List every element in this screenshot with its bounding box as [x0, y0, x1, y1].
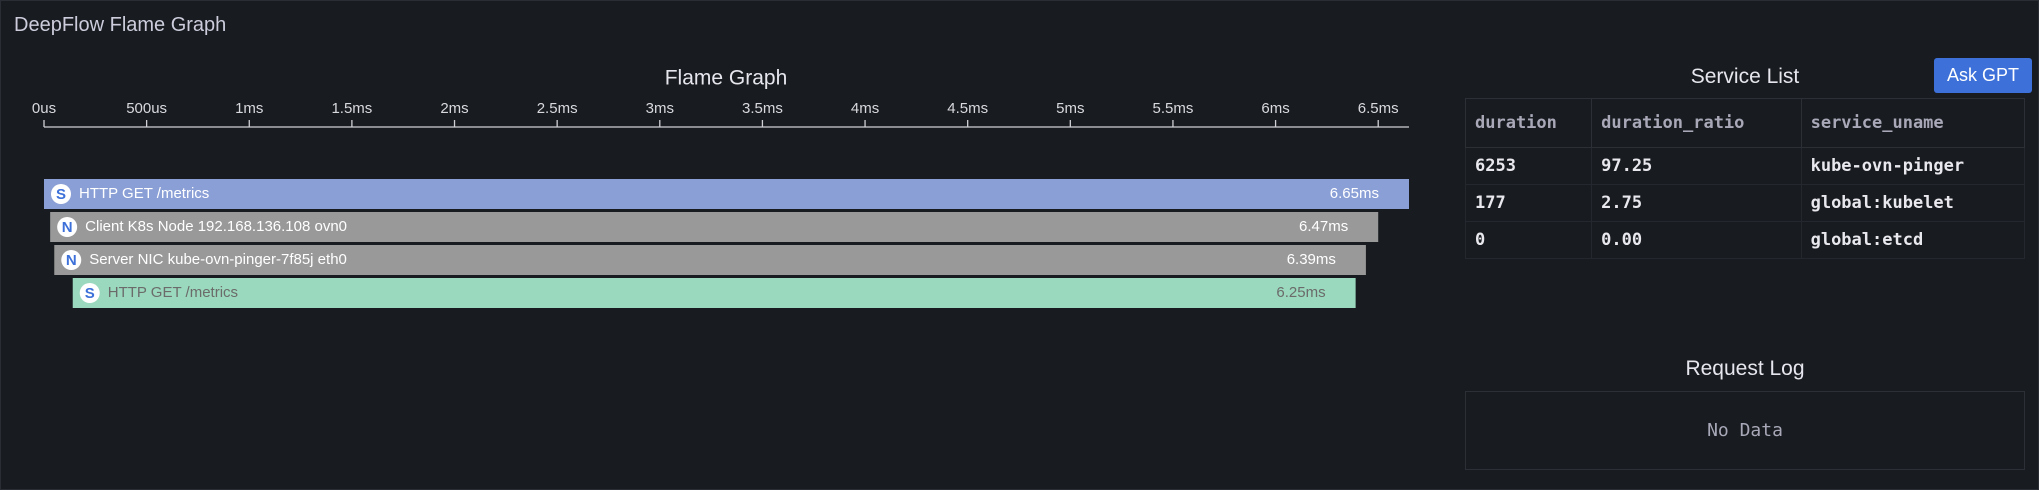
- table-cell: 97.25: [1591, 147, 1802, 185]
- x-tick-label: 3ms: [646, 100, 674, 117]
- span-icon-bg: [61, 250, 82, 270]
- table-cell: kube-ovn-pinger: [1800, 147, 2026, 185]
- span-label: Client K8s Node 192.168.136.108 ovn0: [85, 218, 347, 235]
- table-cell: global:kubelet: [1800, 184, 2026, 222]
- span-label: Server NIC kube-ovn-pinger-7f85j eth0: [89, 251, 347, 268]
- span-duration: 6.65ms: [1330, 185, 1379, 202]
- table-cell: 6253: [1464, 147, 1593, 185]
- table-cell: 0: [1464, 221, 1593, 259]
- span-bar: [50, 212, 1379, 242]
- span-label: HTTP GET /metrics: [79, 185, 209, 202]
- x-tick-label: 500us: [126, 100, 167, 117]
- table-cell: 177: [1464, 184, 1593, 222]
- x-tick-label: 2ms: [440, 100, 468, 117]
- span-duration: 6.39ms: [1287, 251, 1336, 268]
- span-bar: [44, 179, 1409, 209]
- x-tick-label: 6ms: [1261, 100, 1289, 117]
- span-bar: [54, 245, 1366, 275]
- span-icon-bg: [79, 283, 100, 303]
- x-tick-label: 6.5ms: [1358, 100, 1399, 117]
- span-icon: S: [56, 186, 66, 203]
- x-tick-label: 0us: [32, 100, 56, 117]
- request-log-title: Request Log: [1685, 357, 1805, 380]
- x-tick-label: 5.5ms: [1153, 100, 1194, 117]
- span-duration: 6.47ms: [1299, 218, 1348, 235]
- column-header: service_uname: [1800, 98, 2026, 148]
- flame-graph: Flame Graph 0us 500us 1ms 1.5ms 2ms 2.5ms 3ms 3…: [32, 67, 1409, 308]
- span-icon-bg: [57, 217, 78, 237]
- ask-gpt-button[interactable]: Ask GPT: [1934, 58, 2032, 93]
- table-row: 6253 97.25 kube-ovn-pinger: [1464, 147, 2026, 185]
- column-header: duration_ratio: [1591, 98, 1802, 148]
- table-cell: 2.75: [1591, 184, 1802, 222]
- panel-title: DeepFlow Flame Graph: [14, 14, 227, 36]
- span-icon: S: [85, 285, 95, 302]
- span-icon-bg: [51, 184, 71, 204]
- span-duration: 6.25ms: [1276, 284, 1325, 301]
- table-row: 0 0.00 global:etcd: [1464, 221, 2026, 259]
- service-table: duration duration_ratio service_uname 6253 9…: [1464, 98, 2026, 259]
- service-list-title: Service List: [1690, 65, 1800, 88]
- span-bar: [72, 278, 1356, 308]
- chart-title: Flame Graph: [665, 67, 788, 90]
- table-row: 177 2.75 global:kubelet: [1464, 184, 2026, 222]
- x-tick-label: 5ms: [1056, 100, 1084, 117]
- x-tick-label: 1ms: [235, 100, 263, 117]
- x-tick-label: 1.5ms: [331, 100, 372, 117]
- column-header: duration: [1464, 98, 1593, 148]
- x-tick-label: 4.5ms: [947, 100, 988, 117]
- x-tick-label: 4ms: [851, 100, 879, 117]
- table-cell: global:etcd: [1800, 221, 2026, 259]
- span-label: HTTP GET /metrics: [108, 284, 238, 301]
- request-log-empty: No Data: [1465, 391, 2025, 470]
- span-icon: N: [66, 252, 77, 269]
- table-cell: 0.00: [1591, 221, 1802, 259]
- x-tick-label: 2.5ms: [537, 100, 578, 117]
- x-tick-label: 3.5ms: [742, 100, 783, 117]
- span-icon: N: [62, 219, 73, 236]
